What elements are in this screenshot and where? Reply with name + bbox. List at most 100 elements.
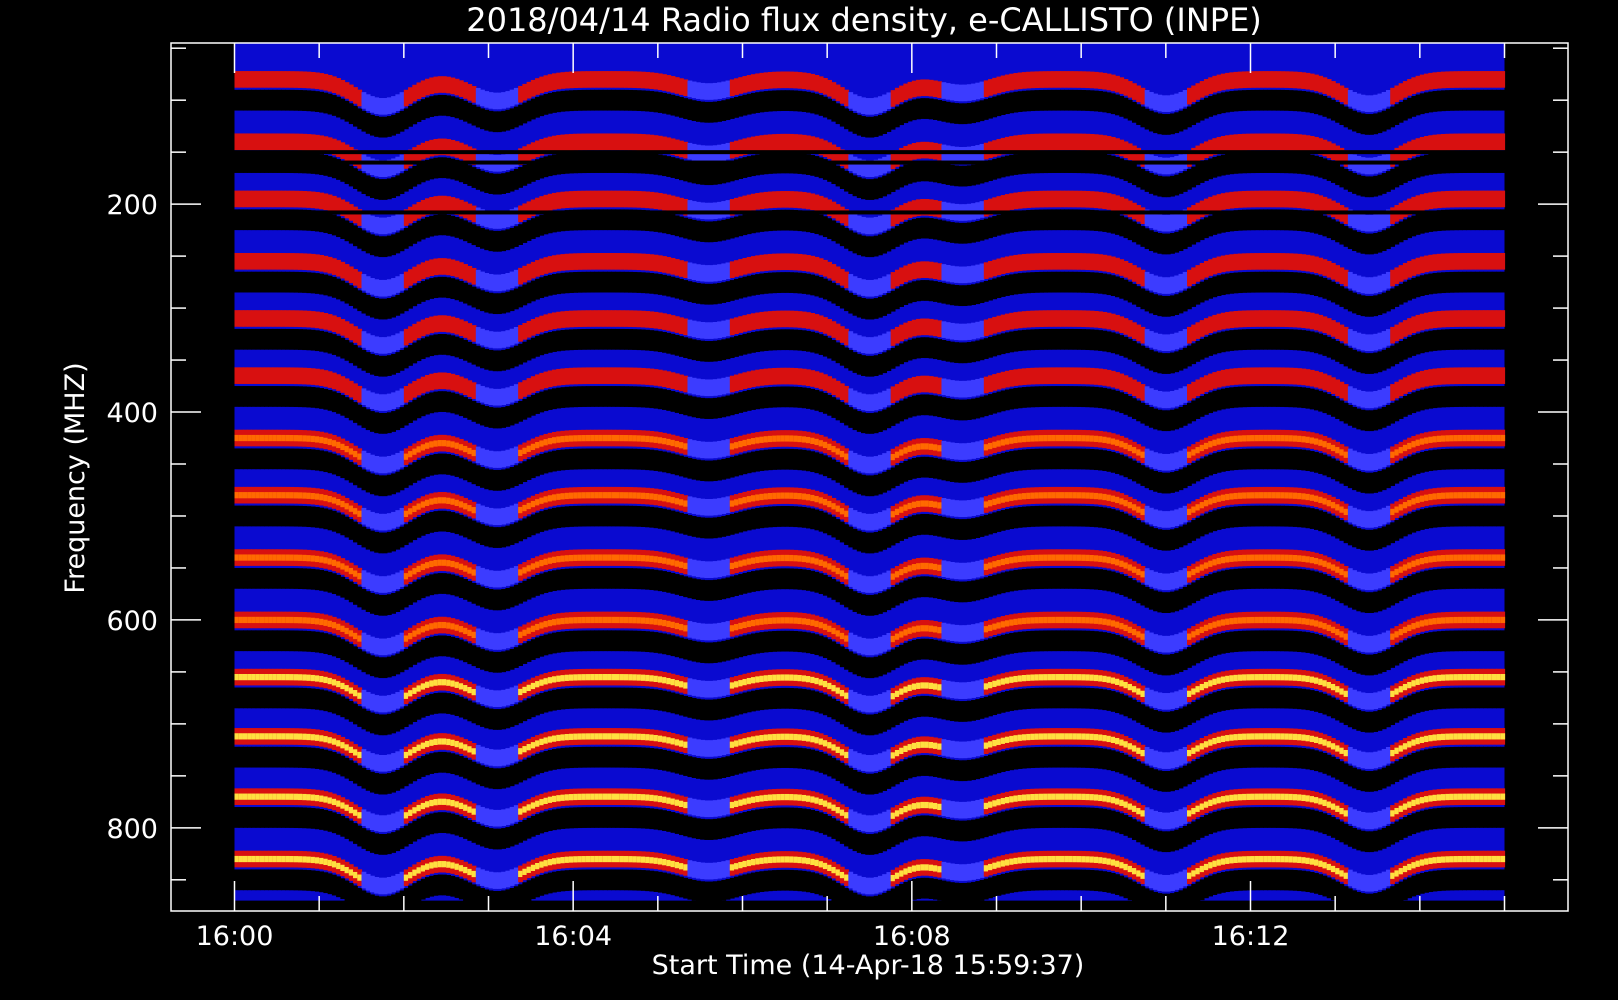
heatmap-cell <box>848 526 854 548</box>
heatmap-cell <box>767 449 773 471</box>
heatmap-cell <box>336 140 341 157</box>
heatmap-cell <box>759 254 765 272</box>
heatmap-cell <box>255 567 261 589</box>
heatmap-cell <box>535 863 540 870</box>
heatmap-cell <box>378 773 384 795</box>
heatmap-cell <box>708 819 714 840</box>
heatmap-cell <box>420 457 426 479</box>
heatmap-cell <box>827 878 832 900</box>
heatmap-cell <box>827 864 832 872</box>
heatmap-cell <box>505 827 511 848</box>
heatmap-cell <box>738 77 744 94</box>
heatmap-cell <box>475 345 481 367</box>
heatmap-cell <box>446 622 451 629</box>
heatmap-cell <box>670 372 676 389</box>
heatmap-cell <box>801 91 807 112</box>
heatmap-cell <box>234 71 240 88</box>
heatmap-cell <box>831 321 837 338</box>
heatmap-cell <box>632 492 638 499</box>
heatmap-cell <box>679 863 684 870</box>
heatmap-cell <box>619 807 625 828</box>
heatmap-cell <box>306 329 312 351</box>
heatmap-cell <box>319 689 324 711</box>
heatmap-cell <box>522 322 528 340</box>
heatmap-cell <box>767 191 773 209</box>
heatmap-cell <box>242 673 248 681</box>
heatmap-cell <box>657 331 663 353</box>
heatmap-cell <box>374 814 380 832</box>
heatmap-cell <box>818 440 824 447</box>
heatmap-cell <box>513 150 519 167</box>
heatmap-cell <box>412 285 418 307</box>
heatmap-cell <box>581 310 587 327</box>
heatmap-cell <box>369 753 375 770</box>
heatmap-cell <box>662 92 667 114</box>
heatmap-cell <box>543 873 549 895</box>
heatmap-cell <box>789 674 794 681</box>
heatmap-cell <box>259 746 265 768</box>
heatmap-cell <box>797 210 803 232</box>
heatmap-cell <box>433 440 439 447</box>
heatmap-cell <box>615 190 621 208</box>
heatmap-cell <box>374 656 380 678</box>
heatmap-cell <box>238 869 244 891</box>
heatmap-cell <box>742 315 748 332</box>
heatmap-cell <box>505 808 511 825</box>
heatmap-cell <box>535 140 540 158</box>
heatmap-cell <box>374 773 380 794</box>
heatmap-cell <box>467 759 473 781</box>
heatmap-cell <box>653 450 659 471</box>
heatmap-cell <box>399 526 405 548</box>
heatmap-cell <box>513 503 519 521</box>
heatmap-cell <box>653 91 659 113</box>
heatmap-cell <box>844 510 849 517</box>
heatmap-cell <box>391 875 396 893</box>
heatmap-cell <box>831 866 837 874</box>
heatmap-cell <box>522 567 528 574</box>
heatmap-cell <box>797 90 803 112</box>
heatmap-cell <box>446 693 451 714</box>
heatmap-cell <box>619 616 625 624</box>
heatmap-cell <box>797 368 803 385</box>
heatmap-cell <box>645 90 650 112</box>
heatmap-cell <box>327 74 333 92</box>
heatmap-cell <box>801 72 807 90</box>
heatmap-cell <box>509 385 515 403</box>
heatmap-cell <box>687 496 693 513</box>
heatmap-cell <box>619 328 625 350</box>
heatmap-cell <box>340 696 346 718</box>
heatmap-cell <box>679 278 684 300</box>
heatmap-cell <box>759 857 765 864</box>
heatmap-cell <box>526 162 532 184</box>
heatmap-cell <box>573 386 578 408</box>
heatmap-cell <box>623 687 629 709</box>
heatmap-cell <box>700 397 705 419</box>
heatmap-cell <box>251 328 257 350</box>
heatmap-cell <box>577 869 583 891</box>
heatmap-cell <box>340 394 346 416</box>
heatmap-cell <box>357 152 363 169</box>
heatmap-cell <box>564 253 570 271</box>
heatmap-cell <box>818 195 824 213</box>
heatmap-cell <box>552 507 557 529</box>
heatmap-cell <box>403 765 409 787</box>
heatmap-cell <box>623 133 629 151</box>
heatmap-cell <box>513 226 519 247</box>
heatmap-cell <box>623 856 629 863</box>
heatmap-cell <box>552 795 557 803</box>
heatmap-cell <box>691 679 697 696</box>
heatmap-cell <box>767 435 773 443</box>
heatmap-cell <box>285 492 291 499</box>
heatmap-cell <box>831 627 837 635</box>
heatmap-cell <box>687 678 693 695</box>
heatmap-cell <box>839 105 845 127</box>
heatmap-cell <box>657 858 663 865</box>
heatmap-cell <box>353 206 358 224</box>
heatmap-cell <box>789 492 794 499</box>
heatmap-cell <box>319 369 324 386</box>
heatmap-cell <box>590 793 595 800</box>
heatmap-cell <box>344 445 350 453</box>
heatmap-cell <box>361 570 367 587</box>
heatmap-cell <box>810 331 816 353</box>
heatmap-cell <box>327 194 333 212</box>
